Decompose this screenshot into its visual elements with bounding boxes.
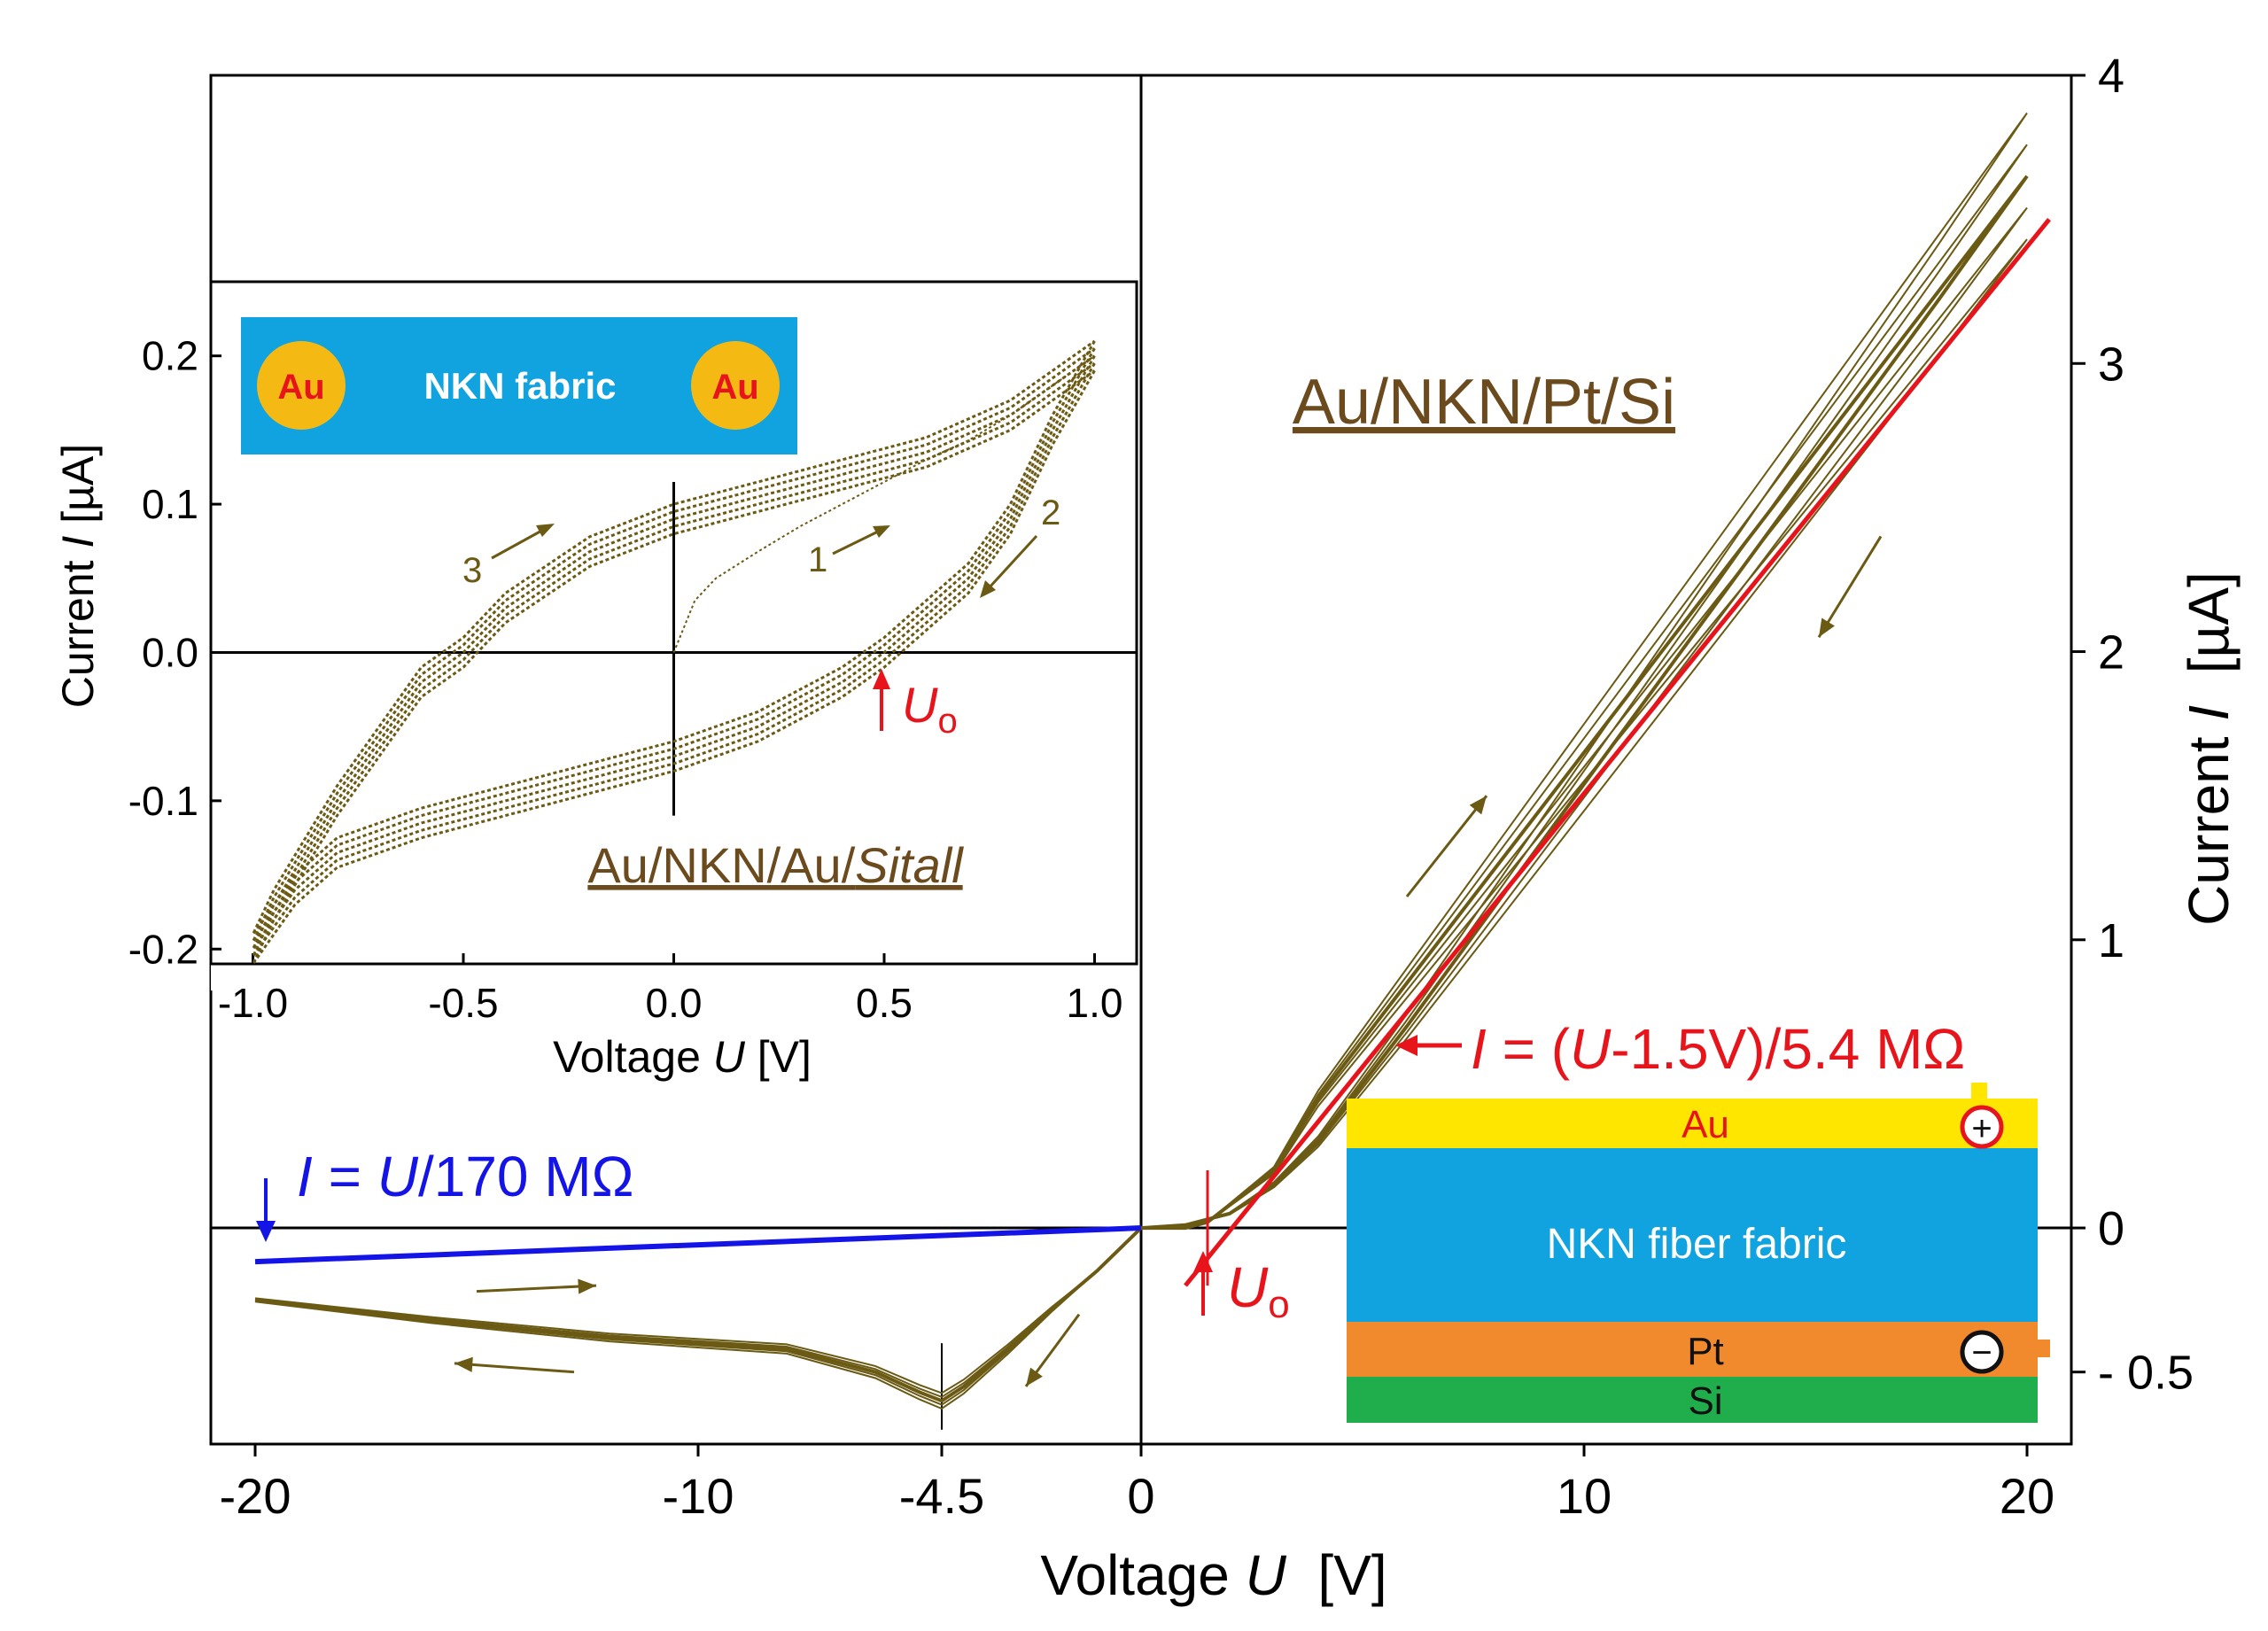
main-x-tick-label: -10: [663, 1468, 734, 1524]
return-sweep-arrow-icon: [454, 1362, 575, 1374]
au-layer: [1347, 1099, 2038, 1148]
sweep-arrowhead-1-icon: [873, 525, 890, 538]
inset-y-tick-label: -0.1: [128, 778, 198, 824]
main-x-tick-label: -4.5: [899, 1468, 985, 1524]
svg-text:I = U/170 MΩ: I = U/170 MΩ: [297, 1145, 633, 1208]
au-contact: [1971, 1083, 1987, 1100]
pt-layer-label: Pt: [1687, 1330, 1724, 1373]
main-onset-marker: Uo: [1193, 1251, 1290, 1326]
rising-arrow-icon-head: [1469, 796, 1487, 815]
falling-arrow-icon: [1817, 535, 1883, 639]
inset-sample-label: Au/NKN/Au/Sitall: [587, 837, 964, 893]
svg-text:I = (U-1.5V)/5.4 MΩ: I = (U-1.5V)/5.4 MΩ: [1471, 1017, 1965, 1081]
inset-onset-marker: Uo: [873, 669, 958, 741]
main-x-axis-title: Voltage U [V]: [1040, 1543, 1386, 1607]
inset-hysteresis-loop: [252, 347, 1096, 943]
svg-text:Uo: Uo: [902, 677, 958, 741]
si-layer-label: Si: [1688, 1379, 1722, 1423]
sweep-arrowhead-3-icon: [536, 524, 555, 537]
plus-terminal-icon: +: [1960, 1105, 2004, 1149]
return-sweep-arrow-icon-head: [454, 1356, 473, 1372]
sweep-label-2: 2: [1041, 493, 1060, 532]
ohmic-equation: I = U/170 MΩ: [256, 1145, 633, 1242]
svg-text:−: −: [1971, 1333, 1992, 1372]
fit-line: [1184, 218, 2051, 1287]
main-y-axis-title: Current I [µA]: [2177, 571, 2241, 926]
inset-plot: -1.0 -0.5 0.0 0.5 1.0 -0.2 -0.1 0.0 0.1 0.2: [128, 280, 1138, 1026]
ohmic-line: [254, 1225, 1142, 1265]
inset-x-tick-label: -1.0: [218, 980, 288, 1026]
iv-loop-trace: [254, 238, 2028, 1394]
si-layer: [1347, 1377, 2038, 1423]
main-y-tick-label: - 0.5: [2098, 1347, 2194, 1400]
au-layer-label: Au: [1682, 1103, 1729, 1146]
inset-x-tick-label: 0.0: [646, 980, 703, 1026]
inset-sweep-annotations: 1 2 3: [462, 493, 1060, 598]
nkn-layer: [1347, 1148, 2038, 1322]
inset-hysteresis-loop: [252, 339, 1096, 936]
ohmic-arrow-icon: [256, 1221, 276, 1242]
iv-loop-trace: [254, 144, 2028, 1406]
main-y-tick-label: 0: [2098, 1202, 2124, 1255]
inset-right-electrode: [691, 341, 780, 430]
inset-y-tick-label: 0.1: [142, 481, 198, 527]
inset-onset-arrow-icon: [873, 669, 890, 689]
forward-sweep-arrow-icon: [476, 1284, 597, 1293]
rising-arrow-icon: [1405, 795, 1488, 897]
main-x-tick-label: 0: [1127, 1468, 1154, 1524]
inset-electrode-schematic: Au Au NKN fabric: [241, 317, 797, 454]
sweep-arrow-3-icon: [491, 527, 546, 560]
sweep-arrow-2-icon: [986, 534, 1038, 591]
sweep-arrowhead-2-icon: [980, 580, 996, 598]
inset-y-tick-label: -0.2: [128, 926, 198, 972]
iv-loop-trace: [254, 206, 2028, 1398]
main-y-tick-label: 3: [2098, 338, 2124, 391]
svg-text:Uo: Uo: [1227, 1255, 1290, 1326]
main-x-tick-label: 20: [2000, 1468, 2054, 1524]
sweep-label-3: 3: [462, 551, 482, 590]
pt-layer: [1347, 1322, 2038, 1377]
main-y-tick-label: 4: [2098, 50, 2124, 103]
main-x-tick-label: 10: [1557, 1468, 1612, 1524]
falling-arrow-icon-head: [1819, 617, 1835, 638]
main-x-tick-label: -20: [220, 1468, 291, 1524]
fit-arrow-icon: [1395, 1035, 1418, 1056]
inset-x-tick-label: 1.0: [1067, 980, 1123, 1026]
inset-fabric-label: NKN fabric: [423, 365, 616, 407]
inset-y-axis-title: Current I [µA]: [53, 444, 103, 708]
inset-right-electrode-label: Au: [711, 368, 758, 407]
svg-text:+: +: [1971, 1109, 1992, 1148]
pt-contact: [2036, 1340, 2050, 1357]
inset-y-tick-label: 0.0: [142, 629, 198, 675]
inset-y-tick-label: 0.2: [142, 333, 198, 379]
fit-equation: I = (U-1.5V)/5.4 MΩ: [1395, 1017, 1965, 1081]
iv-loop-trace: [254, 113, 2028, 1410]
main-y-tick-label: 1: [2098, 914, 2124, 967]
inset-x-tick-label: 0.5: [856, 980, 913, 1026]
sweep-arrow-1-icon: [832, 528, 882, 555]
sweep-label-1: 1: [808, 540, 827, 579]
inset-hysteresis-loop: [252, 354, 1096, 951]
onset-arrow-icon: [1193, 1251, 1213, 1272]
inset-x-tick-label: -0.5: [428, 980, 498, 1026]
layer-stack-schematic: Au NKN fiber fabric Pt Si + −: [1347, 1083, 2050, 1423]
descending-arrow-icon-head: [1026, 1367, 1043, 1386]
forward-sweep-arrow-icon-head: [578, 1278, 596, 1294]
inset-hysteresis-loop: [252, 369, 1096, 965]
inset-hysteresis-loop: [252, 361, 1096, 958]
main-y-tick-label: 2: [2098, 626, 2124, 680]
nkn-layer-label: NKN fiber fabric: [1547, 1221, 1847, 1268]
inset-left-electrode-label: Au: [277, 368, 324, 407]
inset-left-electrode: [257, 341, 346, 430]
minus-terminal-icon: −: [1960, 1330, 2004, 1374]
main-sample-label: Au/NKN/Pt/Si: [1293, 367, 1675, 438]
inset-x-axis-title: Voltage U [V]: [553, 1032, 812, 1082]
